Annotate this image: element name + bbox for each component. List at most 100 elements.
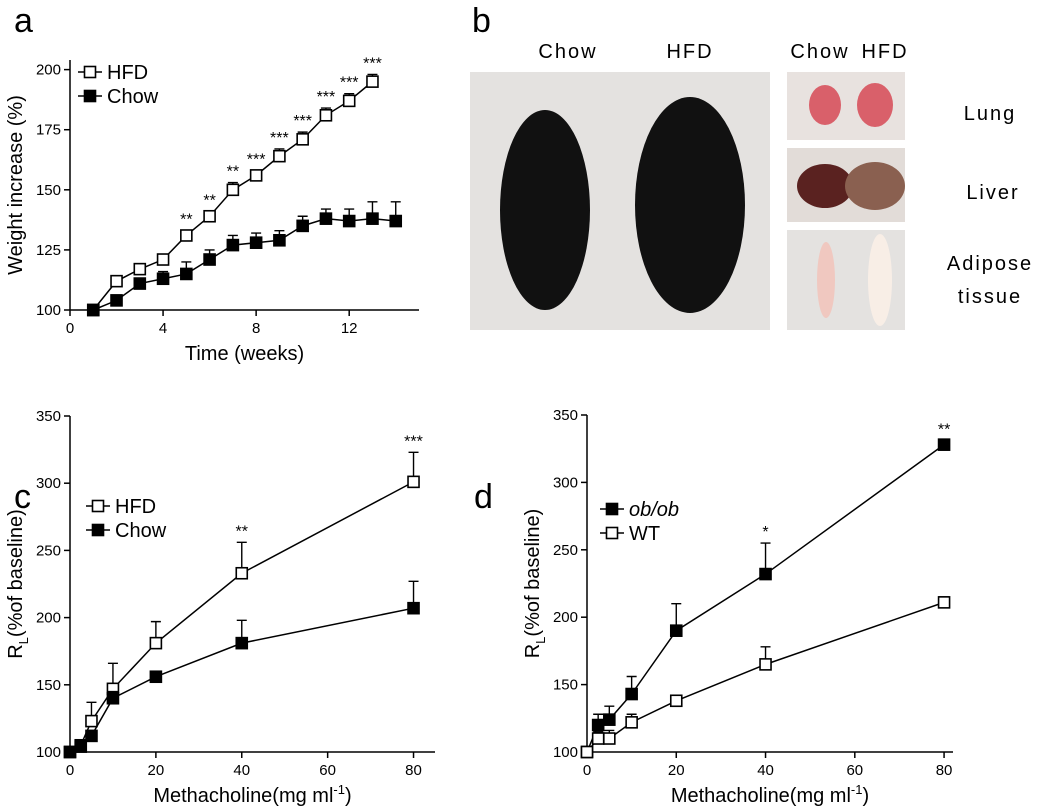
significance-label: *	[762, 524, 768, 541]
y-tick-label: 100	[553, 744, 578, 761]
chart: c 0 20 40 60 80 100 150 200 250 300 350 Methacholine…	[5, 408, 435, 807]
y-tick-label: 250	[36, 542, 61, 559]
legend-label: WT	[629, 523, 660, 545]
y-tick-label: 300	[553, 474, 578, 491]
x-tick-label: 0	[66, 320, 74, 337]
organ-label: Lung	[964, 103, 1017, 125]
marker	[226, 183, 240, 197]
panel-label: b	[472, 2, 491, 40]
y-tick-label: 200	[36, 610, 61, 627]
x-tick-label: 40	[757, 762, 774, 779]
significance-label: **	[938, 422, 950, 439]
y-tick-label: 200	[553, 609, 578, 626]
x-tick-label: 80	[405, 762, 422, 779]
legend-label: HFD	[107, 62, 148, 84]
organ-label: tissue	[958, 286, 1022, 308]
y-tick-label: 175	[36, 122, 61, 139]
marker	[133, 262, 147, 276]
marker	[85, 729, 98, 743]
marker	[366, 75, 379, 88]
mouse	[635, 97, 745, 313]
significance-label: ***	[340, 75, 359, 92]
significance-label: **	[227, 164, 239, 181]
x-tick-label: 4	[159, 320, 167, 337]
y-axis-label-part: (%of baseline)	[522, 509, 544, 637]
x-tick-label: 20	[148, 762, 165, 779]
significance-label: **	[203, 192, 215, 209]
marker	[106, 691, 120, 705]
significance-label: **	[236, 523, 248, 540]
series-line	[586, 601, 945, 753]
y-axis-label: RL(%of baseline)	[522, 509, 548, 659]
marker	[759, 567, 772, 581]
marker	[937, 438, 951, 451]
y-axis-label-sub: L	[16, 637, 31, 644]
y-tick-label: 125	[36, 242, 61, 259]
marker	[63, 745, 77, 759]
significance-label: ***	[270, 130, 289, 147]
y-tick-label: 350	[36, 408, 61, 425]
organ-label: Liver	[966, 182, 1019, 204]
marker	[319, 108, 333, 122]
organ	[797, 164, 853, 208]
marker	[149, 670, 163, 684]
x-tick-label: 60	[846, 762, 863, 779]
marker	[591, 732, 605, 745]
x-tick-label: 0	[66, 762, 74, 779]
x-tick-label: 20	[668, 762, 685, 779]
organ	[809, 85, 841, 125]
y-tick-label: 100	[36, 744, 61, 761]
x-axis-label-part: )	[345, 785, 352, 807]
legend-marker	[605, 502, 619, 516]
x-tick-label: 12	[341, 320, 358, 337]
y-tick-label: 150	[553, 677, 578, 694]
y-axis-label-part: (%of baseline)	[5, 509, 27, 637]
y-axis-label: RL(%of baseline)	[5, 509, 31, 659]
marker	[625, 687, 638, 701]
x-axis-label-part: Methacholine(mg ml	[153, 785, 333, 807]
mouse	[500, 110, 590, 310]
marker	[319, 212, 333, 225]
marker	[133, 277, 147, 290]
organ	[857, 83, 893, 127]
y-axis-label-part: R	[5, 644, 27, 658]
legend-label: Chow	[107, 86, 159, 108]
organ	[817, 242, 835, 318]
x-axis-label: Methacholine(mg ml-1)	[671, 782, 869, 807]
panel-label: c	[14, 478, 31, 516]
photo-panel: b Chow HFD Chow HFD Lung Liver Adipose t…	[470, 2, 1031, 330]
legend-marker	[91, 523, 105, 537]
x-tick-label: 40	[233, 762, 250, 779]
marker	[342, 94, 356, 108]
legend-label: ob/ob	[629, 499, 679, 521]
marker	[389, 214, 403, 228]
significance-label: ***	[317, 89, 336, 106]
marker	[580, 745, 594, 759]
y-tick-label: 100	[36, 302, 61, 319]
marker	[273, 149, 286, 163]
marker	[669, 694, 683, 708]
marker	[669, 624, 683, 637]
x-tick-label: 8	[252, 320, 260, 337]
marker	[603, 732, 616, 745]
marker	[625, 716, 638, 729]
panel-label: d	[474, 478, 493, 516]
significance-label: ***	[247, 152, 266, 169]
x-axis-label-sup: -1	[851, 782, 863, 797]
marker	[180, 267, 193, 281]
marker	[937, 596, 951, 609]
marker	[296, 133, 309, 146]
marker	[603, 713, 616, 726]
significance-label: ***	[404, 433, 423, 450]
mouse-label: Chow	[538, 41, 597, 63]
significance-label: **	[180, 212, 192, 229]
marker	[149, 636, 163, 650]
x-axis-label-part: )	[862, 785, 869, 807]
y-tick-label: 150	[36, 182, 61, 199]
marker	[203, 209, 216, 223]
x-axis-label-part: Methacholine(mg ml	[671, 785, 851, 807]
marker	[203, 253, 216, 266]
y-tick-label: 350	[553, 407, 578, 424]
legend-label: HFD	[115, 496, 156, 518]
